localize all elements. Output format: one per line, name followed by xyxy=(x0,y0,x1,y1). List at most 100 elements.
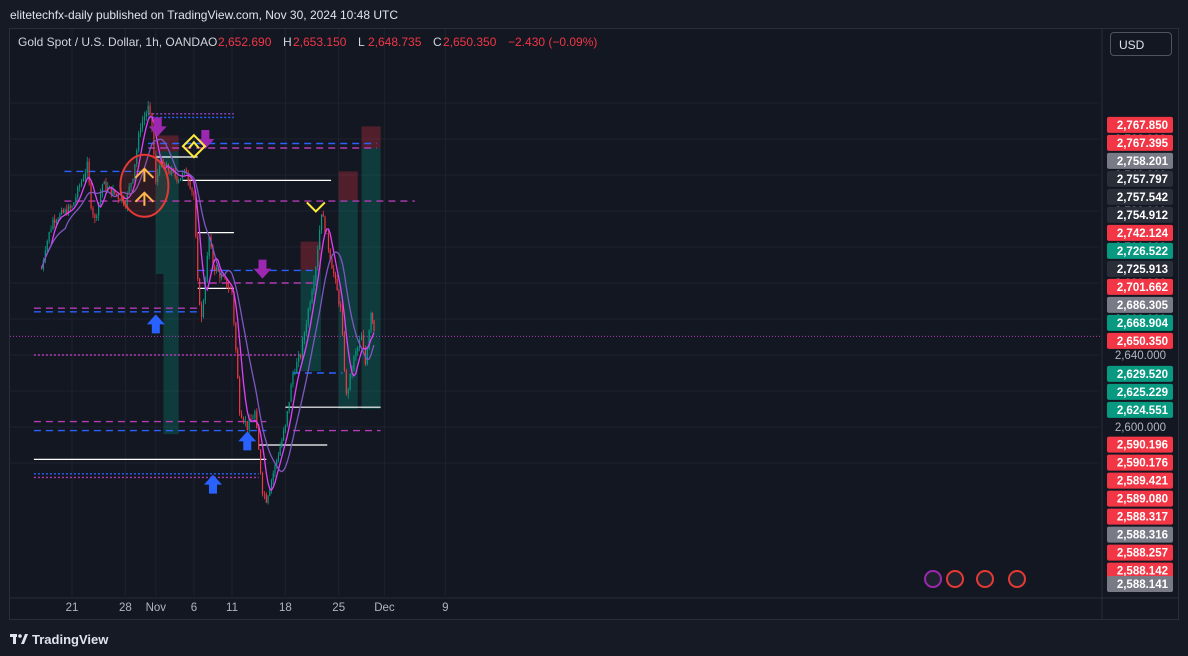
chevron-up-icon xyxy=(134,167,155,179)
tradingview-logo-icon xyxy=(10,634,28,644)
price-tag[interactable] xyxy=(1107,332,1173,349)
chart-area[interactable] xyxy=(9,28,1179,620)
price-tag[interactable] xyxy=(1107,134,1173,151)
price-tag[interactable] xyxy=(1107,454,1173,471)
price-tag[interactable] xyxy=(1107,116,1173,133)
candle-body xyxy=(64,209,66,213)
price-tag[interactable] xyxy=(1107,401,1173,418)
price-tag[interactable] xyxy=(1107,296,1173,313)
flash-indicator-icon[interactable] xyxy=(924,570,942,588)
candle-body xyxy=(141,120,144,129)
candle-body xyxy=(98,202,100,216)
candle-body xyxy=(176,176,178,181)
price-tag[interactable] xyxy=(1107,242,1173,259)
candle-body xyxy=(265,494,267,503)
candle-body xyxy=(208,237,210,256)
currency-button[interactable]: USD xyxy=(1110,32,1172,56)
candle-body xyxy=(54,219,56,223)
price-tag[interactable] xyxy=(1107,544,1173,561)
price-tag[interactable] xyxy=(1107,562,1173,579)
candle-body xyxy=(296,362,298,373)
candle-body xyxy=(286,411,288,425)
ohlc-key-label: H xyxy=(283,35,292,49)
buy-arrow-icon[interactable] xyxy=(238,431,257,451)
tradingview-logo[interactable]: TradingView xyxy=(10,632,108,647)
candle-body xyxy=(270,480,273,490)
price-tag[interactable] xyxy=(1107,224,1173,241)
candle-body xyxy=(112,189,114,195)
candle-body xyxy=(226,278,228,287)
candle-body xyxy=(300,355,302,358)
candle-body xyxy=(283,431,285,441)
take-profit-zone[interactable] xyxy=(155,151,164,274)
candle-body xyxy=(145,113,147,117)
price-tag[interactable] xyxy=(1107,260,1173,277)
candle-body xyxy=(179,178,182,181)
price-tag[interactable] xyxy=(1107,436,1173,453)
candle-body xyxy=(193,191,195,197)
candle-body xyxy=(119,198,121,202)
publish-header: elitetechfx-daily published on TradingVi… xyxy=(0,0,1188,28)
candle-body xyxy=(164,163,166,167)
candle-body xyxy=(59,213,61,220)
price-tag[interactable] xyxy=(1107,383,1173,400)
price-tag-label: 2,588.142 xyxy=(1117,566,1168,578)
us-flag-event-icon[interactable] xyxy=(1008,570,1026,588)
price-tag[interactable] xyxy=(1107,576,1173,592)
sell-arrow-icon[interactable] xyxy=(253,259,272,279)
price-tag[interactable] xyxy=(1107,314,1173,331)
price-tag[interactable] xyxy=(1107,152,1173,169)
take-profit-zone[interactable] xyxy=(338,200,358,409)
candle-body xyxy=(370,312,372,331)
buy-arrow-icon[interactable] xyxy=(146,314,165,334)
candle-body xyxy=(353,356,355,370)
price-tag[interactable] xyxy=(1107,278,1173,295)
price-tag[interactable] xyxy=(1107,206,1173,223)
sell-arrow-icon[interactable] xyxy=(148,117,167,137)
chevron-down-icon[interactable] xyxy=(306,201,326,213)
highlight-circle[interactable] xyxy=(119,153,170,218)
candle-body xyxy=(183,169,185,173)
price-tag-label: 2,588.316 xyxy=(1117,530,1168,542)
candle-body xyxy=(88,161,90,183)
sell-arrow-icon[interactable] xyxy=(196,130,215,149)
stop-loss-zone[interactable] xyxy=(300,241,321,271)
price-tag-label: 2,590.176 xyxy=(1117,458,1168,470)
x-axis-tick-label: 25 xyxy=(332,602,345,614)
price-tag-label: 2,624.551 xyxy=(1117,405,1169,417)
candle-body xyxy=(197,236,199,279)
price-tag[interactable] xyxy=(1107,490,1173,507)
stop-loss-zone[interactable] xyxy=(361,126,381,148)
candle-body xyxy=(327,233,330,250)
price-tag[interactable] xyxy=(1107,170,1173,187)
candle-body xyxy=(227,286,230,289)
candle-body xyxy=(231,288,233,293)
price-tag[interactable] xyxy=(1107,365,1173,382)
price-tag[interactable] xyxy=(1107,188,1173,205)
buy-arrow-icon[interactable] xyxy=(203,474,222,494)
candle-body xyxy=(155,154,157,182)
candle-body xyxy=(362,335,365,348)
candle-body xyxy=(343,334,346,371)
candle-body xyxy=(151,112,153,127)
diamond-signal-icon[interactable] xyxy=(181,133,207,159)
price-tag[interactable] xyxy=(1107,472,1173,489)
price-tag-label: 2,726.522 xyxy=(1117,246,1168,258)
candle-body xyxy=(61,209,63,214)
take-profit-zone[interactable] xyxy=(163,151,179,435)
candle-body xyxy=(71,206,73,208)
ohlc-key-label: O xyxy=(208,35,217,49)
candle-body xyxy=(128,186,130,194)
price-tag-label: 2,650.350 xyxy=(1117,336,1168,348)
stop-loss-zone[interactable] xyxy=(338,171,358,201)
price-tag[interactable] xyxy=(1107,508,1173,525)
price-tag-label: 2,588.257 xyxy=(1117,548,1168,560)
candle-body xyxy=(94,214,96,218)
take-profit-zone[interactable] xyxy=(361,148,381,409)
ohlc-value-label: 2,653.150 xyxy=(293,35,347,49)
us-flag-event-icon[interactable] xyxy=(946,570,964,588)
us-flag-event-icon[interactable] xyxy=(976,570,994,588)
candle-body xyxy=(263,493,266,495)
price-tag[interactable] xyxy=(1107,526,1173,543)
